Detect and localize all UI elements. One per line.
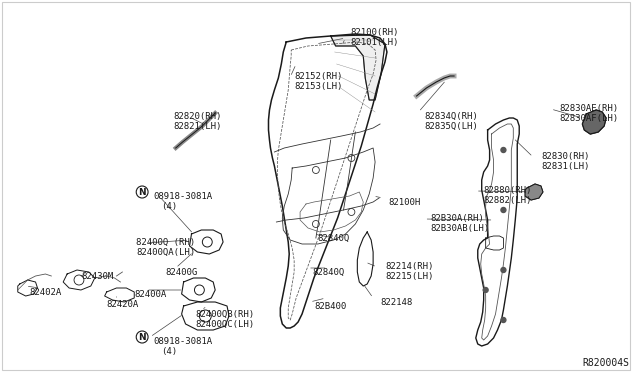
Text: 82B400: 82B400 <box>314 302 346 311</box>
Circle shape <box>501 267 506 273</box>
Text: 08918-3081A: 08918-3081A <box>153 192 212 201</box>
Text: 82835Q(LH): 82835Q(LH) <box>424 122 478 131</box>
Circle shape <box>136 331 148 343</box>
Text: 82830AE(RH): 82830AE(RH) <box>560 104 619 113</box>
Text: 82402A: 82402A <box>29 288 62 297</box>
Text: 82215(LH): 82215(LH) <box>385 272 433 281</box>
Text: 82830(RH): 82830(RH) <box>541 152 589 161</box>
Text: 82420A: 82420A <box>107 300 139 309</box>
Circle shape <box>501 208 506 212</box>
Text: 82214(RH): 82214(RH) <box>385 262 433 271</box>
Text: 82400G: 82400G <box>166 268 198 277</box>
Text: 82882(LH): 82882(LH) <box>484 196 532 205</box>
Text: 82820(RH): 82820(RH) <box>173 112 222 121</box>
Text: 82430M: 82430M <box>81 272 113 281</box>
Text: 08918-3081A: 08918-3081A <box>153 337 212 346</box>
Polygon shape <box>582 110 606 134</box>
Text: 82100(RH): 82100(RH) <box>351 28 399 37</box>
Text: 82840Q: 82840Q <box>312 268 344 277</box>
Polygon shape <box>331 35 385 100</box>
Text: 82100H: 82100H <box>388 198 420 207</box>
Text: 82831(LH): 82831(LH) <box>541 162 589 171</box>
Text: 82830AF(LH): 82830AF(LH) <box>560 114 619 123</box>
Text: 82821(LH): 82821(LH) <box>173 122 222 131</box>
Text: 82840Q: 82840Q <box>318 234 350 243</box>
Text: 82101(LH): 82101(LH) <box>351 38 399 47</box>
Text: R820004S: R820004S <box>582 358 629 368</box>
Text: 82400Q (RH): 82400Q (RH) <box>136 238 195 247</box>
Circle shape <box>483 288 488 292</box>
Polygon shape <box>525 184 543 200</box>
Text: 82400QA(LH): 82400QA(LH) <box>136 248 195 257</box>
Circle shape <box>501 148 506 153</box>
Text: 82880(RH): 82880(RH) <box>484 186 532 195</box>
Text: 82400QC(LH): 82400QC(LH) <box>195 320 255 329</box>
Text: 82400QB(RH): 82400QB(RH) <box>195 310 255 319</box>
Text: 82153(LH): 82153(LH) <box>294 82 342 91</box>
Text: N: N <box>138 187 146 196</box>
Text: 82B30A(RH): 82B30A(RH) <box>430 214 484 223</box>
Text: 82834Q(RH): 82834Q(RH) <box>424 112 478 121</box>
Text: (4): (4) <box>161 347 177 356</box>
Text: N: N <box>138 333 146 341</box>
Text: 82152(RH): 82152(RH) <box>294 72 342 81</box>
Circle shape <box>501 317 506 323</box>
Text: 82400A: 82400A <box>134 290 166 299</box>
Text: (4): (4) <box>161 202 177 211</box>
Text: 822148: 822148 <box>380 298 412 307</box>
Circle shape <box>136 186 148 198</box>
Text: 82B30AB(LH): 82B30AB(LH) <box>430 224 490 233</box>
